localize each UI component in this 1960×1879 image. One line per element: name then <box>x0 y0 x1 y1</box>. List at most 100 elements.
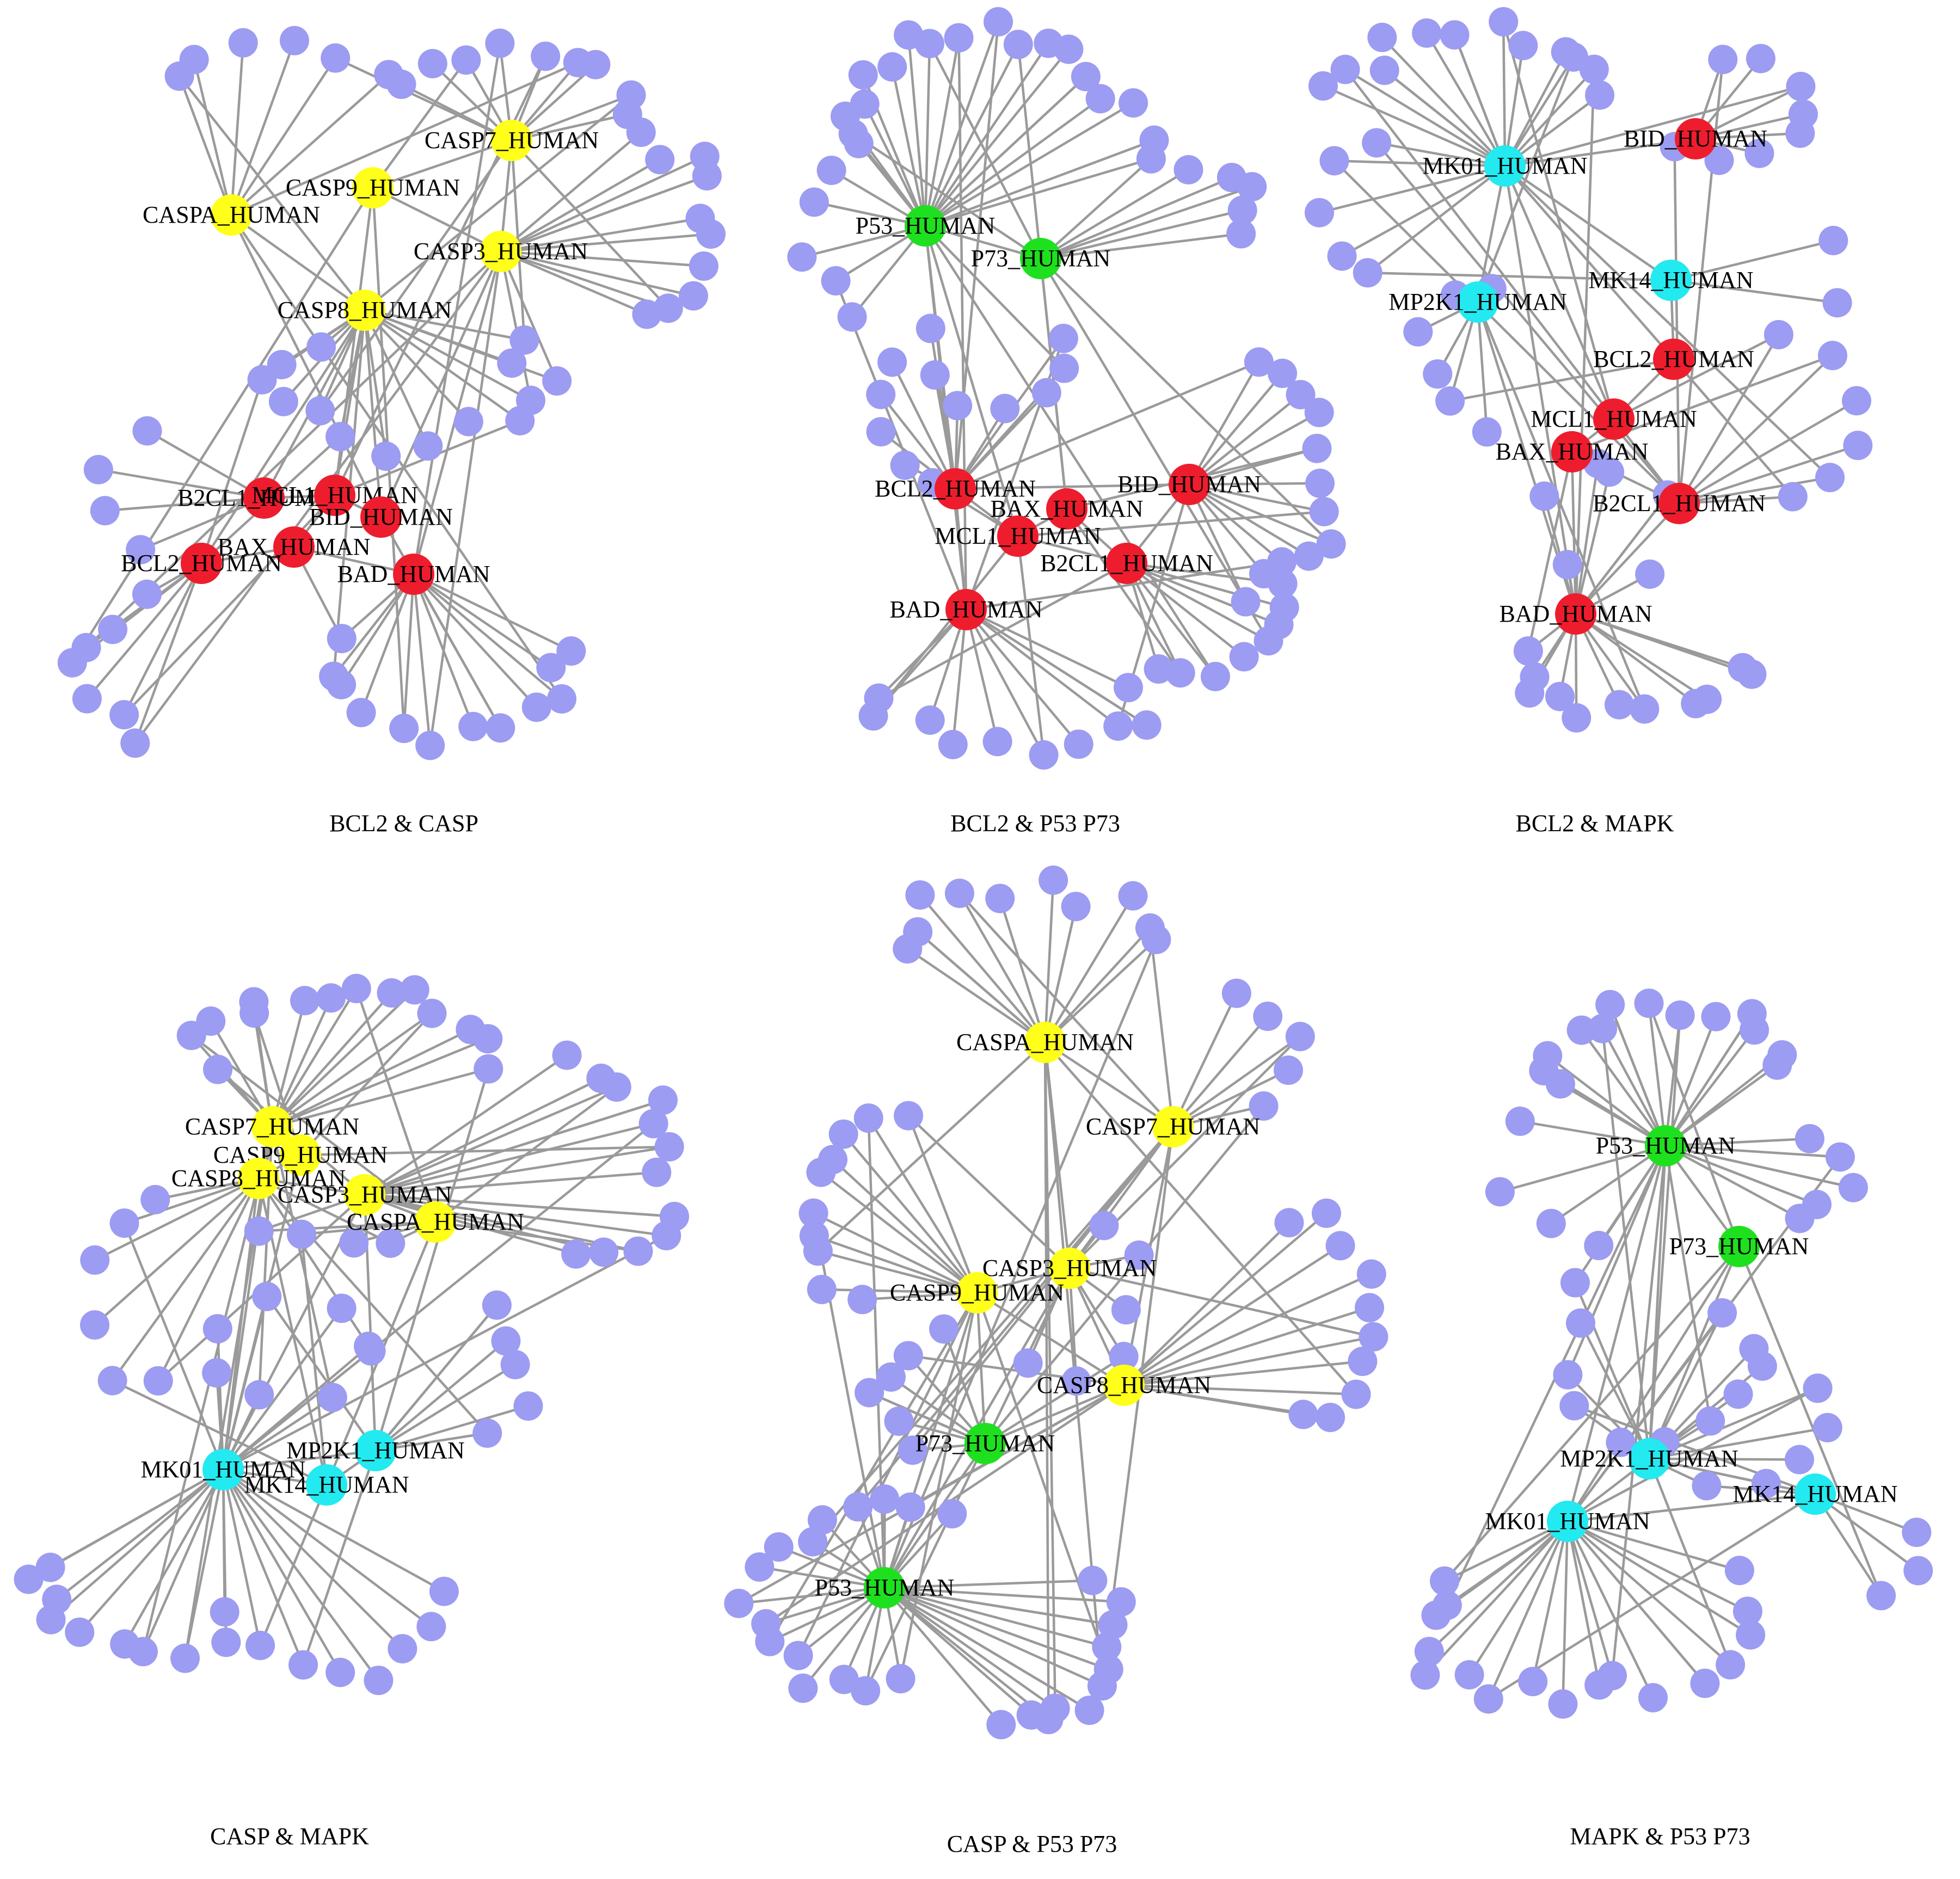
network-edge <box>364 1171 657 1196</box>
network-edge <box>142 1126 274 1652</box>
network-edge <box>94 1177 260 1326</box>
network-edge <box>1188 411 1320 486</box>
protein-node <box>290 986 320 1016</box>
protein-node <box>1595 990 1625 1020</box>
hub-label: MK01_HUMAN <box>140 1456 305 1483</box>
protein-node <box>267 349 297 379</box>
hub-node <box>1152 1106 1194 1147</box>
protein-node <box>623 1236 653 1266</box>
network-edge <box>364 1077 602 1196</box>
protein-node <box>140 1184 170 1214</box>
network-edge <box>867 1117 978 1294</box>
network-edge <box>1665 1144 1841 1158</box>
network-edge <box>259 1484 328 1646</box>
network-edge <box>222 1235 667 1471</box>
protein-node <box>327 1293 357 1323</box>
network-edge <box>907 35 927 226</box>
network-edge <box>878 562 1128 699</box>
protein-node <box>536 653 566 683</box>
protein-node <box>1237 172 1267 202</box>
hub-label: BAX_HUMAN <box>217 533 370 560</box>
network-edge <box>884 1586 1113 1626</box>
protein-node <box>1508 30 1538 60</box>
network-edge <box>413 573 552 669</box>
network-edge <box>1044 1041 1174 1128</box>
network-edge <box>1648 1015 1681 1459</box>
hub-node-layer: CASP7_HUMANCASP9_HUMANCASP8_HUMANCASP3_H… <box>140 1106 524 1506</box>
hub-node <box>202 1449 244 1490</box>
protein-node <box>1429 1566 1459 1596</box>
network-edge <box>965 609 1119 727</box>
protein-node <box>1562 703 1592 733</box>
protein-node <box>1013 1348 1043 1378</box>
hub-node <box>1457 281 1498 323</box>
hub-label: P73_HUMAN <box>916 1430 1055 1457</box>
protein-node <box>1071 62 1101 91</box>
protein-node <box>1822 288 1852 318</box>
hub-node <box>1629 1438 1670 1479</box>
network-edge <box>907 1115 979 1293</box>
network-edge <box>94 1177 260 1261</box>
minor-node-layer <box>787 7 1346 770</box>
network-edge <box>852 133 1042 260</box>
protein-node <box>472 1418 502 1448</box>
network-edge <box>230 73 390 216</box>
protein-node <box>377 978 407 1008</box>
protein-node <box>513 1391 543 1421</box>
network-edge <box>364 94 632 311</box>
protein-node <box>109 1208 139 1238</box>
protein-node <box>1707 1298 1737 1328</box>
protein-node <box>1545 681 1575 711</box>
protein-node <box>486 713 515 743</box>
network-edge <box>364 1145 670 1196</box>
network-edge <box>1566 1312 1723 1522</box>
protein-node <box>561 1239 591 1269</box>
edge-layer <box>71 40 711 746</box>
protein-node <box>1744 138 1774 168</box>
network-edge <box>299 1012 433 1156</box>
protein-node <box>678 281 708 311</box>
protein-node <box>1785 1203 1815 1233</box>
network-edge <box>222 1469 342 1673</box>
protein-node <box>1348 1347 1378 1377</box>
protein-node <box>542 366 572 396</box>
hub-label: B2CL1_HUMAN <box>1593 490 1766 517</box>
network-edge <box>500 250 669 310</box>
hub-label: CASP3_HUMAN <box>278 1181 452 1208</box>
network-edge <box>1476 57 1575 303</box>
minor-node-layer <box>57 26 726 760</box>
network-edge <box>820 1171 978 1294</box>
network-edge <box>364 1122 654 1196</box>
network-edge <box>1126 562 1245 658</box>
network-edge <box>1574 471 1611 615</box>
protein-node <box>1690 1668 1720 1698</box>
network-edge <box>1334 159 1506 168</box>
network-edge <box>883 1587 1049 1721</box>
protein-node <box>1316 529 1346 559</box>
protein-node <box>1141 924 1171 954</box>
protein-node <box>1533 1041 1563 1071</box>
protein-node <box>1274 1055 1304 1085</box>
hub-label: CASP8_HUMAN <box>1037 1372 1211 1398</box>
protein-node <box>196 1006 226 1036</box>
protein-node <box>170 1643 200 1673</box>
protein-node <box>986 1710 1016 1740</box>
network-edge <box>1574 463 1599 615</box>
protein-node <box>321 43 351 73</box>
network-edge <box>1503 165 1577 615</box>
network-edge <box>1814 1493 1919 1572</box>
network-edge <box>1550 1145 1667 1225</box>
panel-casp-mapk: CASP7_HUMANCASP9_HUMANCASP8_HUMANCASP3_H… <box>14 974 690 1850</box>
network-edge <box>834 280 968 610</box>
network-edge <box>56 1469 224 1601</box>
hub-node-layer: CASPA_HUMAN CASP7_HUMAN CASP3_HUMANCASP9_H… <box>815 1022 1260 1608</box>
hub-node <box>1551 431 1593 472</box>
protein-node <box>325 422 355 452</box>
network-edge <box>884 1586 1107 1648</box>
network-edge <box>339 310 366 437</box>
protein-node <box>203 1054 233 1084</box>
network-edge <box>891 66 927 226</box>
network-edge <box>906 948 1046 1043</box>
network-edge <box>364 1193 667 1237</box>
